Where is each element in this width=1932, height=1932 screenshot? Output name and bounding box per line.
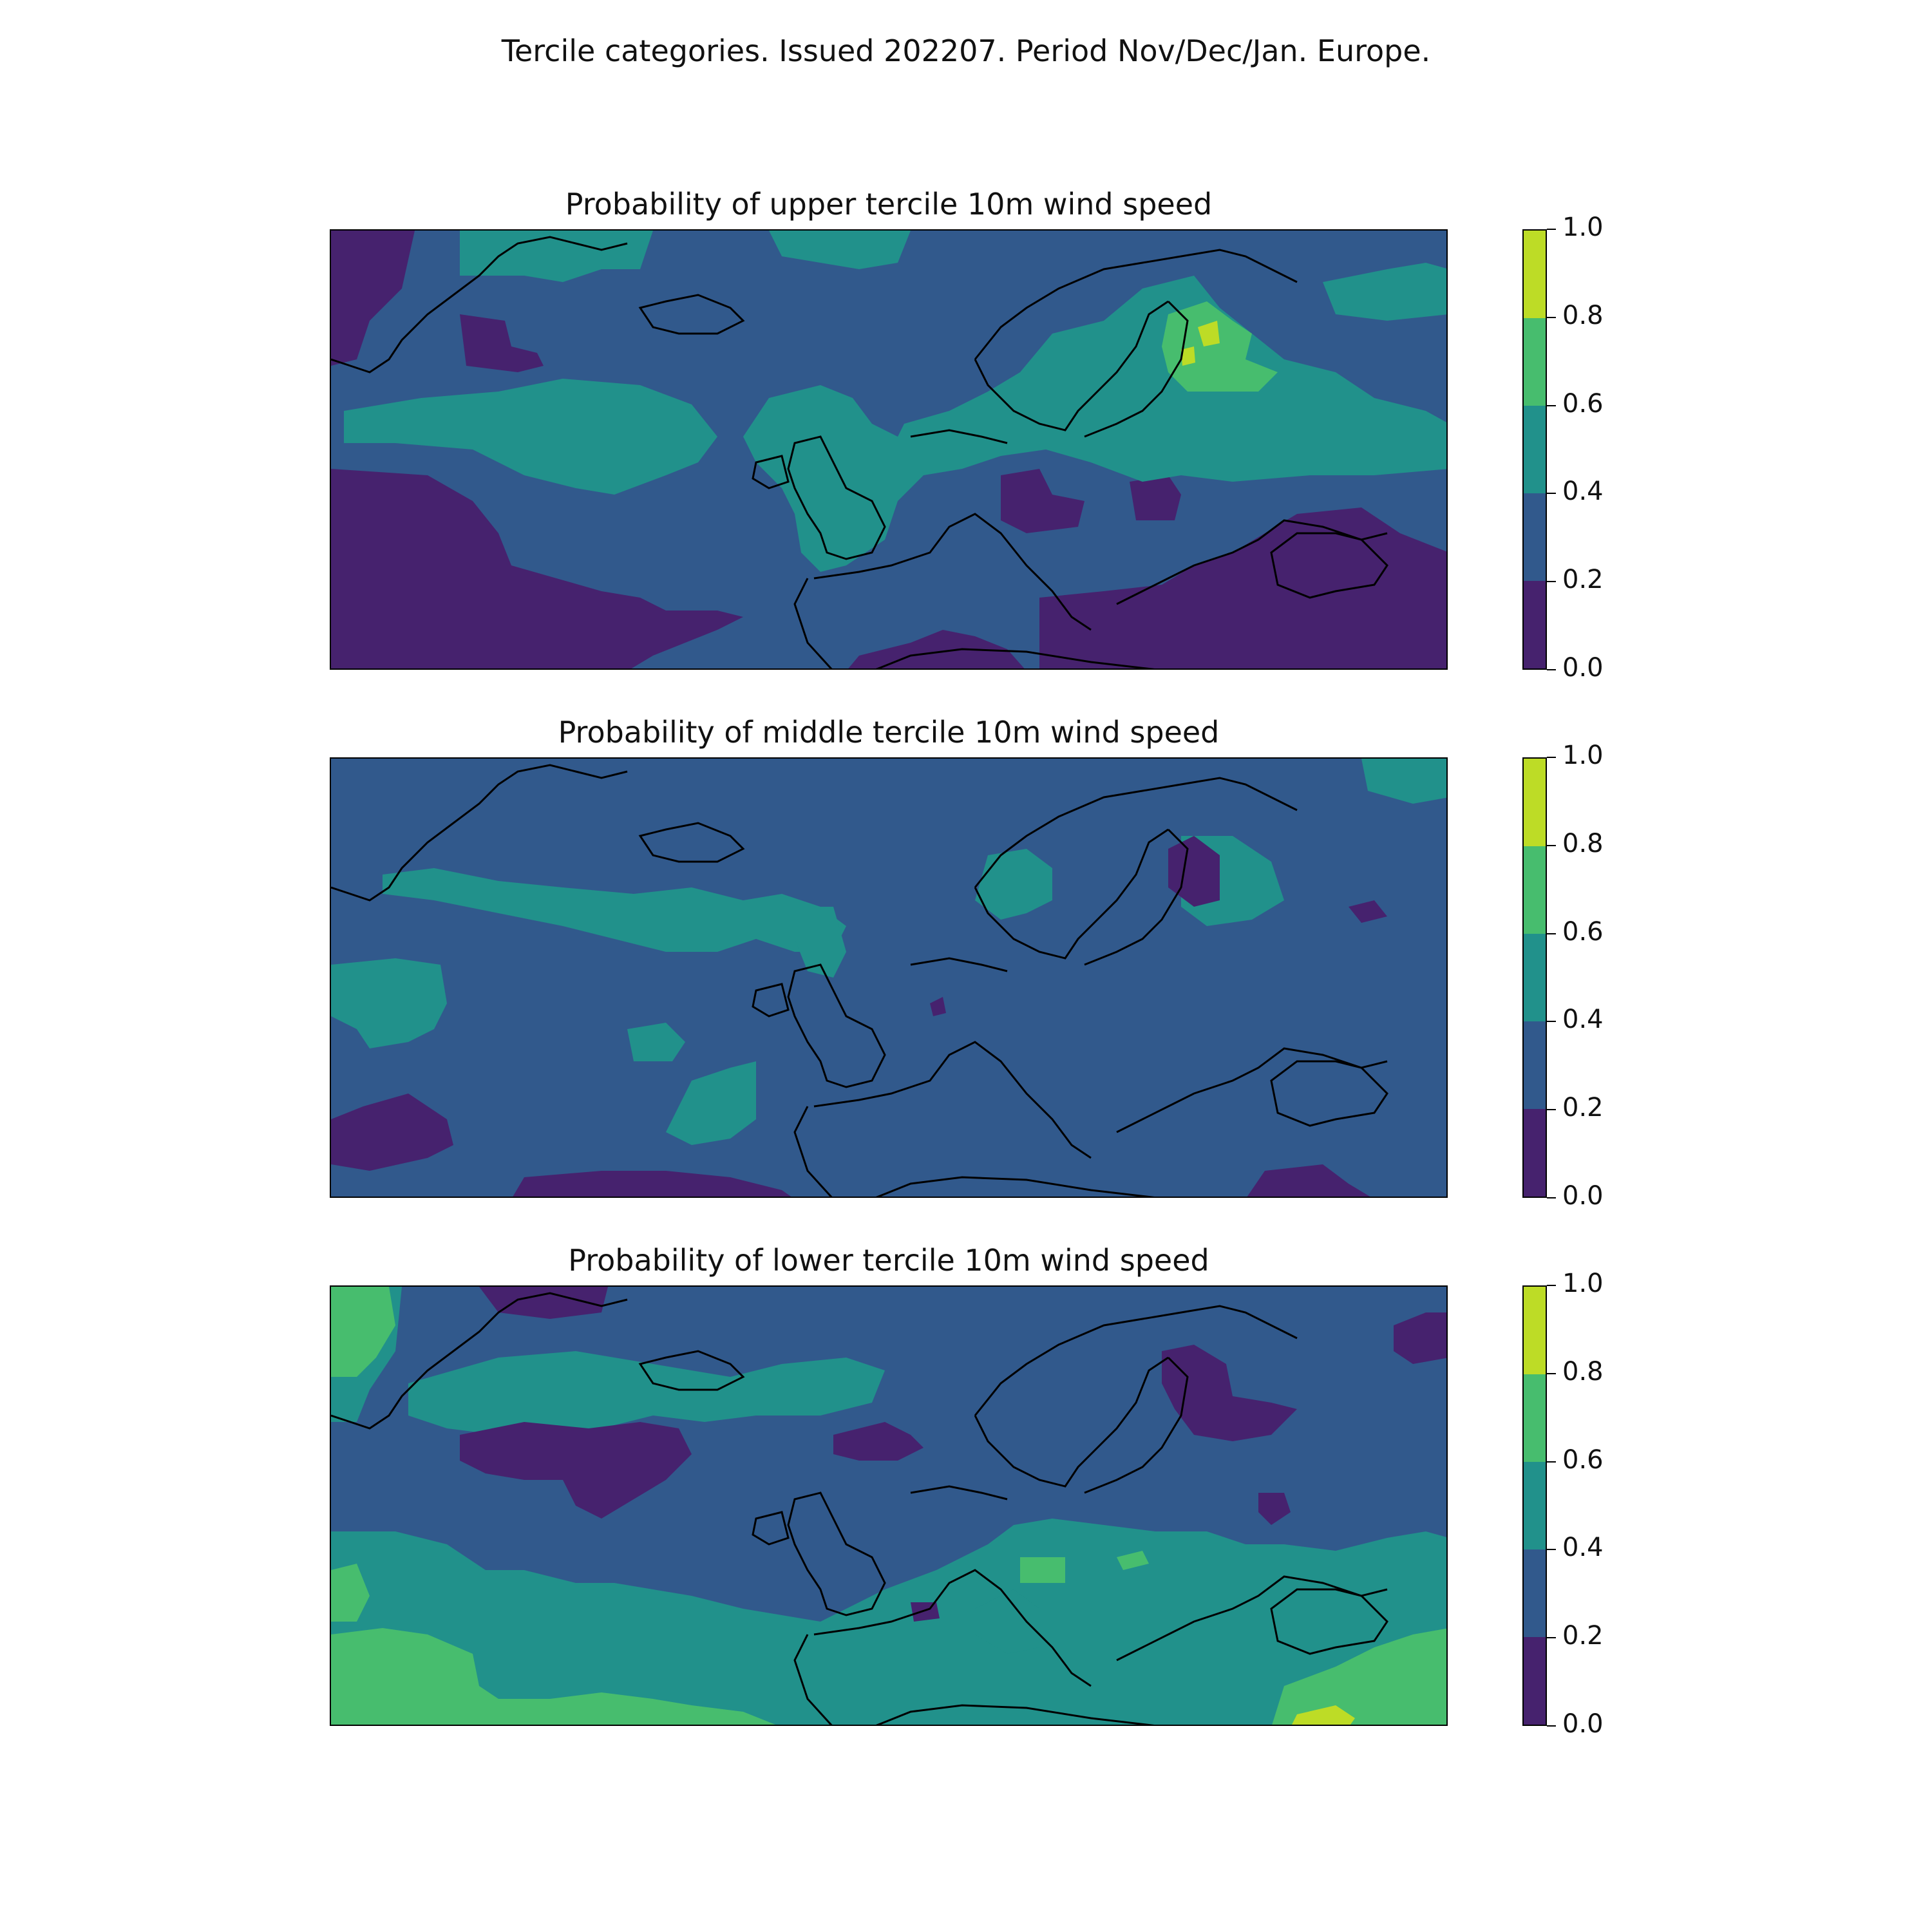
colorbar-tick-label: 1.0	[1562, 213, 1604, 242]
region-mid	[331, 958, 447, 1048]
colorbar-tick-label: 0.0	[1562, 1181, 1604, 1211]
colorbar-bin-0.8-1.0	[1524, 231, 1546, 318]
region-low	[930, 997, 946, 1016]
colorbar-tick-label: 0.4	[1562, 477, 1604, 507]
colorbar-tick-label: 0.2	[1562, 1621, 1604, 1651]
region-mid	[769, 231, 911, 269]
contour-map	[331, 231, 1446, 668]
region-low	[1039, 507, 1446, 668]
region-low	[331, 1094, 453, 1171]
colorbar-ticks: 1.0 0.8 0.6 0.4 0.2 0.0	[1547, 213, 1676, 683]
colorbar-bin-0.4-0.6	[1524, 1462, 1546, 1549]
colorbar-bin-0.4-0.6	[1524, 406, 1546, 493]
panel-lower-tercile: Probability of lower tercile 10m wind sp…	[0, 1243, 1932, 1771]
colorbar	[1522, 757, 1547, 1198]
panel-title: Probability of upper tercile 10m wind sp…	[565, 187, 1213, 222]
colorbar-tick-label: 0.8	[1562, 1356, 1604, 1387]
region-low	[1258, 1493, 1291, 1525]
coastline	[331, 764, 1388, 1197]
region-vhigh	[1181, 346, 1195, 366]
colorbar-tick-label: 0.0	[1562, 1709, 1604, 1739]
region-vhigh	[1292, 1705, 1355, 1725]
region-low	[460, 1422, 692, 1519]
colorbar-tick-label: 0.4	[1562, 1005, 1604, 1035]
coastline	[331, 1292, 1388, 1725]
contour-map	[331, 759, 1446, 1197]
region-mid	[627, 1023, 685, 1061]
colorbar-ticks: 1.0 0.8 0.6 0.4 0.2 0.0	[1547, 1269, 1676, 1739]
colorbar-bin-0.2-0.4	[1524, 493, 1546, 581]
colorbar-tick-label: 0.6	[1562, 388, 1604, 419]
region-high	[331, 1564, 370, 1622]
region-low	[1162, 1345, 1297, 1441]
coastline	[331, 236, 1388, 668]
region-low	[460, 314, 544, 372]
map-lower-tercile	[330, 1285, 1448, 1726]
colorbar-bin-0.0-0.2	[1524, 1637, 1546, 1725]
colorbar-bin-0.2-0.4	[1524, 1549, 1546, 1637]
region-mid	[743, 276, 1446, 572]
region-mid	[666, 1061, 756, 1145]
region-mid	[975, 849, 1052, 920]
region-mid	[975, 1589, 1039, 1654]
colorbar-tick-label: 0.4	[1562, 1533, 1604, 1563]
region-mid	[344, 379, 717, 495]
colorbar-bin-0.6-0.8	[1524, 1374, 1546, 1462]
panel-middle-tercile: Probability of middle tercile 10m wind s…	[0, 715, 1932, 1243]
map-upper-tercile	[330, 229, 1448, 670]
colorbar-tick-label: 0.0	[1562, 653, 1604, 683]
region-high	[1162, 301, 1278, 392]
region-low	[1130, 475, 1181, 520]
colorbar	[1522, 229, 1547, 670]
region-low	[848, 630, 1025, 668]
colorbar-tick-label: 0.2	[1562, 1093, 1604, 1123]
region-low	[1349, 900, 1387, 923]
colorbar-bin-0.6-0.8	[1524, 318, 1546, 406]
region-mid	[795, 907, 846, 978]
colorbar-tick-label: 0.2	[1562, 565, 1604, 595]
figure-title: Tercile categories. Issued 202207. Perio…	[501, 33, 1431, 68]
region-low	[911, 1602, 940, 1622]
colorbar-bin-0.8-1.0	[1524, 759, 1546, 846]
region-mid	[383, 868, 846, 952]
panel-title: Probability of lower tercile 10m wind sp…	[568, 1243, 1209, 1278]
region-low	[1394, 1312, 1446, 1364]
colorbar-tick-label: 1.0	[1562, 1269, 1604, 1298]
colorbar-bin-0.0-0.2	[1524, 581, 1546, 668]
region-low	[513, 1171, 791, 1197]
region-low	[331, 231, 415, 366]
panel-title: Probability of middle tercile 10m wind s…	[558, 715, 1220, 750]
region-high	[331, 1287, 395, 1377]
region-high	[1020, 1557, 1065, 1583]
map-middle-tercile	[330, 757, 1448, 1198]
colorbar-tick-label: 0.8	[1562, 300, 1604, 330]
region-mid	[1323, 263, 1446, 321]
colorbar-tick-label: 1.0	[1562, 741, 1604, 770]
region-mid	[1361, 759, 1446, 804]
colorbar-bin-0.8-1.0	[1524, 1287, 1546, 1374]
colorbar-tick-label: 0.8	[1562, 828, 1604, 858]
region-low	[833, 1422, 923, 1461]
contour-map	[331, 1287, 1446, 1725]
region-high	[331, 1628, 775, 1725]
region-low	[331, 469, 743, 668]
region-mid	[408, 1351, 885, 1435]
region-low	[1247, 1164, 1370, 1197]
colorbar	[1522, 1285, 1547, 1726]
colorbar-tick-label: 0.6	[1562, 916, 1604, 947]
region-vhigh	[1198, 321, 1220, 346]
region-low	[479, 1287, 608, 1319]
colorbar-ticks: 1.0 0.8 0.6 0.4 0.2 0.0	[1547, 741, 1676, 1211]
colorbar-bin-0.2-0.4	[1524, 1021, 1546, 1109]
colorbar-bin-0.4-0.6	[1524, 934, 1546, 1021]
colorbar-bin-0.0-0.2	[1524, 1109, 1546, 1197]
panel-upper-tercile: Probability of upper tercile 10m wind sp…	[0, 187, 1932, 715]
region-mid	[460, 231, 653, 282]
colorbar-tick-label: 0.6	[1562, 1444, 1604, 1475]
colorbar-bin-0.6-0.8	[1524, 846, 1546, 934]
region-high	[1117, 1551, 1149, 1570]
region-low	[1001, 469, 1084, 533]
region-high	[1272, 1628, 1446, 1725]
